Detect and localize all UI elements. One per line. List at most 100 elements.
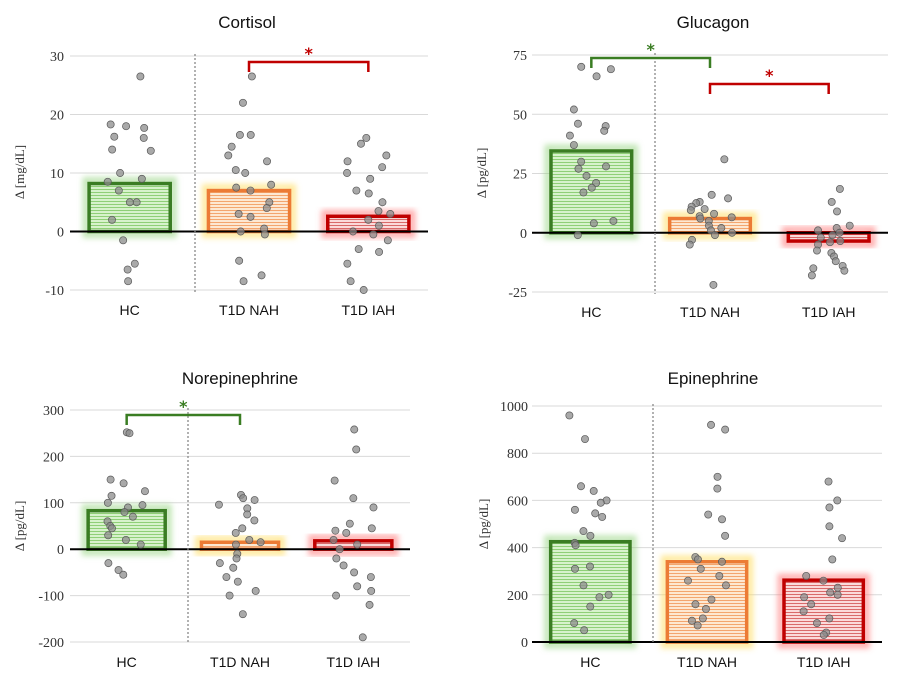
data-point: [241, 169, 250, 177]
data-point: [353, 582, 362, 591]
data-point: [378, 198, 387, 207]
x-category-label: T1D NAH: [219, 302, 279, 318]
data-point: [103, 177, 112, 186]
data-point: [835, 228, 844, 237]
data-point: [238, 610, 247, 619]
y-tick-label: 10: [50, 167, 64, 182]
data-point: [352, 445, 361, 454]
data-point: [701, 605, 710, 613]
significance-bracket: [590, 56, 712, 68]
data-point: [565, 131, 574, 140]
significance-bracket: [125, 413, 242, 425]
data-point: [383, 236, 392, 245]
data-point: [580, 626, 589, 635]
data-point: [119, 570, 128, 579]
y-tick-label: 0: [57, 226, 64, 241]
data-point: [114, 186, 123, 195]
significance-star: *: [304, 44, 313, 63]
data-point: [359, 286, 368, 294]
significance-bracket: [708, 82, 830, 94]
panel-glucagon: Glucagon Δ [pg/dL]: [474, 13, 749, 198]
data-point: [831, 257, 840, 266]
data-point: [233, 577, 242, 586]
data-point: [579, 188, 588, 197]
data-point: [827, 197, 836, 206]
data-point: [125, 198, 134, 207]
data-point: [600, 126, 609, 135]
x-category-label: HC: [117, 654, 137, 670]
data-point: [369, 503, 378, 512]
y-tick-label: 200: [43, 450, 64, 465]
data-point: [569, 141, 578, 150]
data-point: [595, 593, 604, 602]
data-point: [570, 619, 579, 628]
data-point: [245, 535, 254, 544]
bar-hc: [548, 539, 632, 644]
data-point: [727, 213, 736, 222]
data-point: [365, 600, 374, 609]
data-point: [343, 259, 352, 268]
data-point: [717, 224, 726, 232]
data-point: [366, 174, 375, 183]
data-point: [581, 435, 589, 443]
y-tick-label: 800: [507, 447, 528, 462]
data-point: [565, 411, 574, 420]
data-point: [350, 425, 359, 434]
data-point: [350, 568, 359, 577]
data-point: [235, 131, 244, 139]
significance-bracket: [247, 60, 370, 72]
data-point: [825, 503, 834, 512]
bar-hc: [87, 181, 172, 234]
data-point: [845, 221, 854, 230]
data-point: [586, 562, 594, 571]
data-point: [685, 240, 694, 249]
x-category-label: T1D IAH: [797, 654, 851, 670]
data-point: [707, 190, 716, 199]
data-point: [366, 573, 375, 581]
data-point: [713, 484, 722, 493]
data-point: [824, 477, 833, 486]
significance-star: *: [179, 397, 188, 416]
bar-glow: [544, 144, 639, 240]
data-point: [246, 186, 255, 195]
x-category-label: HC: [580, 654, 600, 670]
data-point: [128, 512, 137, 521]
data-point: [232, 183, 241, 192]
data-point: [570, 505, 579, 514]
data-point: [802, 571, 811, 580]
x-category-label: T1D IAH: [802, 304, 856, 320]
data-point: [592, 72, 601, 81]
data-point: [215, 559, 224, 568]
data-point: [354, 245, 363, 253]
data-point: [137, 174, 146, 183]
data-point: [136, 72, 145, 81]
bar-t1d-nah: [206, 188, 292, 234]
y-tick-label: 0: [521, 636, 528, 651]
data-point: [106, 475, 115, 484]
data-point: [231, 540, 240, 549]
data-point: [232, 554, 241, 563]
data-point: [141, 487, 149, 496]
y-tick-label: 0: [57, 543, 64, 558]
data-point: [367, 587, 376, 595]
data-point: [262, 204, 271, 213]
data-point: [833, 496, 842, 505]
y-tick-label: -100: [38, 590, 64, 605]
data-point: [812, 619, 821, 628]
data-point: [140, 124, 149, 132]
data-point: [591, 509, 600, 518]
data-point: [728, 228, 736, 237]
data-point: [246, 131, 255, 139]
data-point: [707, 420, 715, 429]
data-point: [609, 216, 618, 225]
data-point: [724, 194, 732, 203]
data-point: [114, 566, 123, 575]
data-point: [331, 526, 340, 535]
x-category-label: T1D NAH: [210, 654, 270, 670]
y-tick-label: 75: [513, 49, 527, 64]
data-point: [722, 581, 730, 590]
data-point: [574, 119, 582, 128]
panel-title: Epinephrine: [668, 369, 759, 388]
x-category-label: HC: [120, 302, 140, 318]
